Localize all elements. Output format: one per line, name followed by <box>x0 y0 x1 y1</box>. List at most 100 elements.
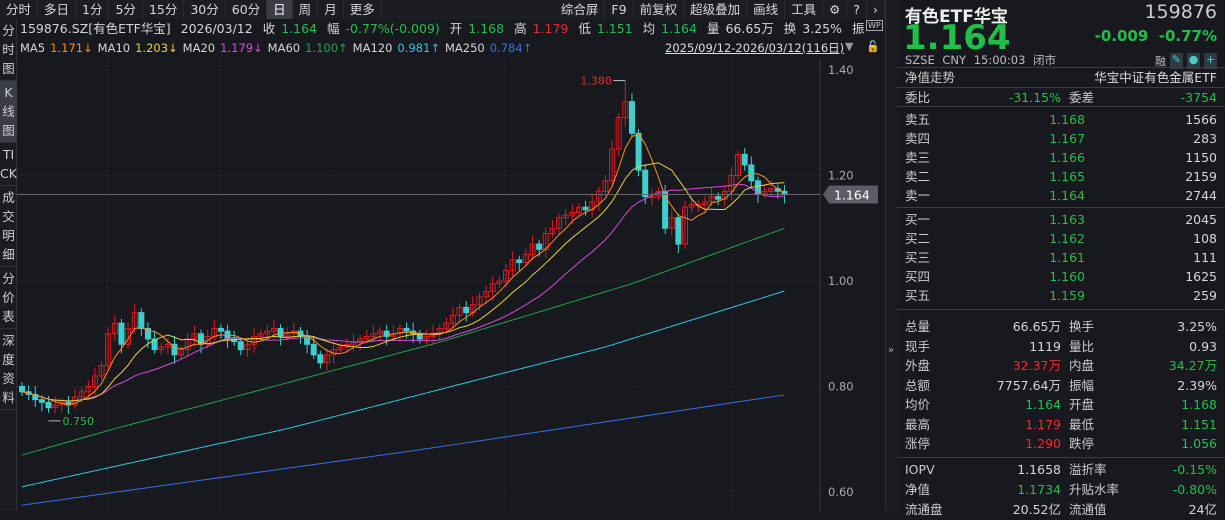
stat-value: 34.27万 <box>1168 358 1217 373</box>
price-change: -0.009 <box>1094 27 1149 45</box>
nav-trend-link[interactable]: 净值走势 <box>905 70 956 85</box>
order-book-row[interactable]: 买四 1.160 1625 <box>897 267 1225 286</box>
stat-value: 2.39% <box>1177 377 1217 393</box>
ma120-line <box>21 290 785 488</box>
ma5-line <box>21 133 785 405</box>
avg-value: 1.164 <box>661 21 697 36</box>
left-tabs: 分时图 K线图 TICK 成交明细 分价表 深度资料 <box>0 19 17 511</box>
tool-button[interactable]: F9 <box>605 0 634 19</box>
period-tab[interactable]: 月 <box>318 0 344 19</box>
stat-value: 1.179 <box>1025 416 1061 432</box>
chevron-right-icon[interactable]: › <box>867 0 885 19</box>
order-book-row[interactable]: 卖五 1.168 1566 <box>897 110 1225 129</box>
avg-label: 均 <box>642 21 656 36</box>
side-tab[interactable]: 成交明细 <box>0 186 17 267</box>
candle-body <box>549 227 556 235</box>
period-tab[interactable]: 30分 <box>184 0 226 19</box>
period-tab[interactable]: 15分 <box>143 0 185 19</box>
open-value: 1.168 <box>468 21 505 36</box>
order-book-row[interactable]: 卖二 1.165 2159 <box>897 167 1225 186</box>
side-tab[interactable]: 分价表 <box>0 267 17 329</box>
candle-body <box>602 180 609 192</box>
change-value: -0.77%(-0.009) <box>345 21 440 36</box>
period-tab[interactable]: 分时 <box>0 0 39 19</box>
side-tab[interactable]: TICK <box>0 143 17 186</box>
order-book-row[interactable]: 卖四 1.167 283 <box>897 129 1225 148</box>
security-code: 159876.SZ[有色ETF华宝] <box>20 21 171 36</box>
candle-body <box>595 190 602 203</box>
order-book-row[interactable]: 买三 1.161 111 <box>897 248 1225 267</box>
level-label: 卖一 <box>905 188 931 203</box>
edit-icon[interactable]: ✎ <box>1170 53 1183 69</box>
quote-info-line: 159876.SZ[有色ETF华宝] 2026/03/12 收 1.164 幅 -0… <box>20 20 870 38</box>
stat-label: 振幅 <box>1069 377 1095 393</box>
tool-button[interactable]: 超级叠加 <box>684 0 748 19</box>
current-price-label: 1.164 <box>834 187 870 202</box>
help-icon[interactable]: ? <box>847 0 867 19</box>
ma-label: MA20 <box>182 41 216 55</box>
tool-button[interactable]: 综合屏 <box>555 0 606 19</box>
stat-value: 1.1658 <box>1017 461 1061 477</box>
side-tab[interactable]: K线图 <box>0 81 17 143</box>
order-book-row[interactable]: 卖三 1.166 1150 <box>897 148 1225 167</box>
candle-body <box>489 283 496 293</box>
side-tab[interactable]: 深度资料 <box>0 329 17 410</box>
period-tab[interactable]: 60分 <box>226 0 268 19</box>
order-book-row[interactable]: 买五 1.159 259 <box>897 286 1225 305</box>
turnover-label: 换 <box>783 21 797 36</box>
period-tab[interactable]: 5分 <box>109 0 143 19</box>
side-tab[interactable]: 分时图 <box>0 19 17 81</box>
dropdown-triangle-icon[interactable]: ▼ <box>845 40 854 53</box>
close-label: 收 <box>262 21 276 36</box>
ma60-line <box>21 227 785 456</box>
period-tab[interactable]: 周 <box>293 0 319 19</box>
candle-body <box>483 291 490 298</box>
period-tab[interactable]: 1分 <box>76 0 110 19</box>
nav-trend-row[interactable]: 净值走势 华宝中证有色金属ETF <box>897 67 1225 87</box>
candle-body <box>569 211 576 216</box>
tool-button[interactable]: 画线 <box>747 0 786 19</box>
add-icon[interactable]: + <box>1204 53 1217 69</box>
collapse-panel-button[interactable]: » <box>885 0 897 511</box>
order-book-row[interactable]: 卖一 1.164 2744 <box>897 186 1225 205</box>
candle-body <box>38 399 45 403</box>
order-book-row[interactable]: 买一 1.163 2045 <box>897 210 1225 229</box>
stat-label: 溢折率 <box>1069 461 1107 477</box>
period-tab[interactable]: 更多 <box>344 0 382 19</box>
tool-button[interactable]: 前复权 <box>634 0 685 19</box>
stat-label: 开盘 <box>1069 397 1095 412</box>
high-label: 高 <box>514 21 527 36</box>
date-range-selector[interactable]: 2025/09/12-2026/03/12(116日) <box>665 41 845 55</box>
market-status: 闭市 <box>1033 53 1057 67</box>
kline-chart[interactable]: 1.40 1.20 1.00 0.80 0.60 1.380 0.750 1.164 <box>17 58 885 511</box>
ma-value: 1.203↓ <box>135 41 178 55</box>
stat-label: 外盘 <box>905 358 931 373</box>
candle-body <box>529 243 536 256</box>
tool-button[interactable]: 工具 <box>785 0 824 19</box>
candle-body <box>622 101 629 118</box>
stat-value: 0.93 <box>1189 338 1217 354</box>
lock-icon[interactable]: 🔓 <box>866 40 880 53</box>
quote-time: 15:00:03 <box>973 53 1026 67</box>
candle-body <box>264 330 271 335</box>
period-tab[interactable]: 多日 <box>38 0 77 19</box>
candle-body <box>217 327 224 332</box>
stat-value: 1.164 <box>1025 397 1061 412</box>
level-label: 卖五 <box>905 112 931 127</box>
settings-gear-icon[interactable]: ⚙ <box>823 0 848 19</box>
order-book-row[interactable]: 买二 1.162 108 <box>897 229 1225 248</box>
stat-value: 1.1734 <box>1017 481 1061 497</box>
candle-body <box>85 386 92 393</box>
stat-value: 1.056 <box>1181 436 1217 451</box>
candle-body <box>516 259 523 264</box>
stat-label: 量比 <box>1069 338 1095 354</box>
stat-value: -0.80% <box>1172 481 1217 497</box>
ma-value: 1.179↓ <box>220 41 263 55</box>
candle-body <box>383 330 390 337</box>
bell-icon[interactable]: ● <box>1187 53 1200 69</box>
ma20-line <box>21 183 785 402</box>
wp-icon[interactable]: WP <box>866 20 883 31</box>
period-tab[interactable]: 日 <box>267 0 293 19</box>
candle-body <box>323 354 330 364</box>
security-code-large: 159876 <box>1144 1 1217 23</box>
